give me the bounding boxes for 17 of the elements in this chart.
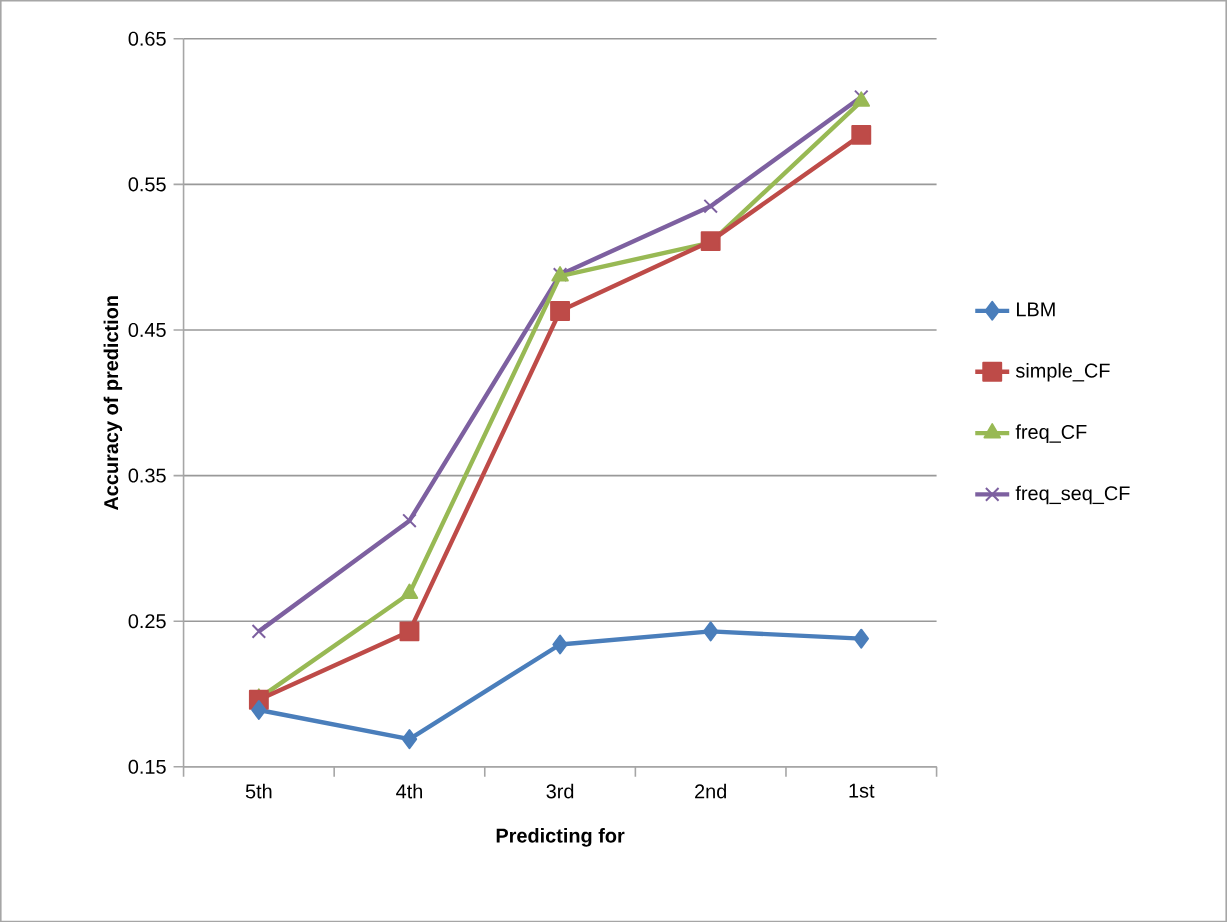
y-tick-label: 0.65 — [128, 31, 166, 46]
legend-label: LBM — [1017, 302, 1055, 316]
y-tick-label: 0.25 — [128, 613, 166, 629]
x-tick-label: 3rd — [546, 783, 574, 799]
x-tick-label: 5th — [245, 783, 272, 799]
y-tick-label: 0.45 — [128, 322, 166, 337]
x-tick-label: 2nd — [695, 783, 726, 799]
legend-label: freq_seq_CF — [1015, 485, 1130, 505]
y-tick-label: 0.15 — [128, 759, 166, 774]
x-tick-label: 4th — [396, 783, 422, 799]
legend-label: simple_CF — [1015, 362, 1110, 382]
x-axis-title: Predicting for — [496, 827, 625, 847]
y-axis-title: Accuracy of prediction — [103, 296, 123, 510]
legend-label: freq_CF — [1015, 424, 1087, 443]
y-tick-label: 0.35 — [128, 468, 166, 483]
x-tick-label: 1st — [849, 783, 875, 798]
y-tick-label: 0.55 — [128, 177, 166, 192]
